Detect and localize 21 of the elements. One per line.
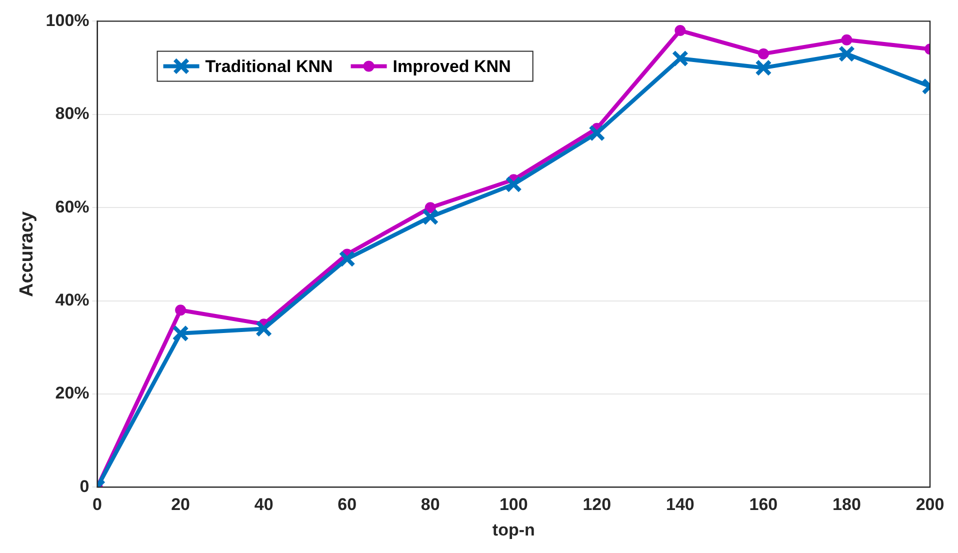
x-tick-label: 40 (254, 495, 274, 514)
x-tick-label: 20 (171, 495, 190, 514)
y-tick-label: 40% (55, 290, 90, 310)
x-tick-label: 100 (499, 495, 528, 514)
x-tick-label: 160 (749, 495, 778, 514)
x-tick-label: 140 (666, 495, 694, 514)
x-axis-title: top-n (492, 520, 535, 540)
x-tick-label: 60 (338, 495, 357, 514)
x-tick-label: 120 (582, 495, 612, 514)
y-tick-label: 0 (80, 476, 90, 496)
legend-label: Improved KNN (392, 56, 511, 76)
y-axis-title: Accuracy (16, 210, 38, 297)
y-tick-label: 100% (46, 10, 90, 30)
y-tick-label: 80% (55, 104, 90, 124)
x-tick-label: 180 (832, 495, 861, 514)
x-tick-label: 80 (420, 495, 440, 514)
y-tick-label: 20% (55, 384, 90, 403)
legend-label: Traditional KNN (205, 56, 333, 76)
y-tick-label: 60% (55, 197, 90, 216)
x-tick-label: 200 (916, 495, 944, 514)
x-tick-label: 0 (92, 495, 102, 514)
